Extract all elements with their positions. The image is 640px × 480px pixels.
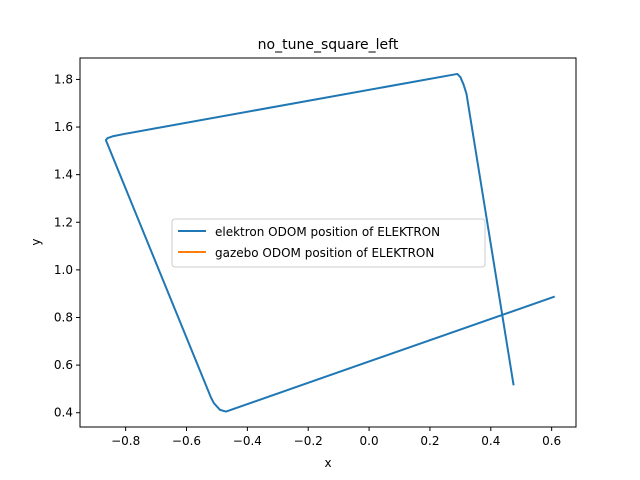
y-tick-label: 1.2 [54, 215, 73, 229]
y-tick-label: 1.8 [54, 72, 73, 86]
legend: elektron ODOM position of ELEKTRON gazeb… [171, 218, 486, 268]
x-axis: −0.8 −0.6 −0.4 −0.2 0.0 0.2 0.4 0.6 [111, 427, 561, 448]
y-tick-label: 1.6 [54, 120, 73, 134]
x-axis-label: x [324, 456, 331, 470]
x-tick-label: −0.8 [111, 434, 140, 448]
x-tick-label: 0.0 [360, 434, 379, 448]
y-axis-label: y [29, 238, 43, 245]
x-tick-label: 0.4 [481, 434, 500, 448]
x-tick-label: −0.2 [294, 434, 323, 448]
series-line-0 [104, 72, 556, 413]
axes-frame [79, 57, 577, 428]
legend-label-elektron: elektron ODOM position of ELEKTRON [215, 225, 440, 239]
y-tick-label: 1.4 [54, 168, 73, 182]
x-tick-label: 0.2 [420, 434, 439, 448]
y-tick-label: 0.4 [54, 406, 73, 420]
y-tick-label: 0.6 [54, 358, 73, 372]
chart-title: no_tune_square_left [258, 37, 399, 53]
legend-box [171, 218, 486, 268]
plot-area [104, 72, 556, 413]
x-tick-label: −0.4 [233, 434, 262, 448]
legend-label-gazebo: gazebo ODOM position of ELEKTRON [215, 246, 434, 260]
y-tick-label: 1.0 [54, 263, 73, 277]
y-axis: 0.4 0.6 0.8 1.0 1.2 1.4 1.6 1.8 [54, 72, 80, 420]
x-tick-label: 0.6 [542, 434, 561, 448]
y-tick-label: 0.8 [54, 310, 73, 324]
x-tick-label: −0.6 [172, 434, 201, 448]
